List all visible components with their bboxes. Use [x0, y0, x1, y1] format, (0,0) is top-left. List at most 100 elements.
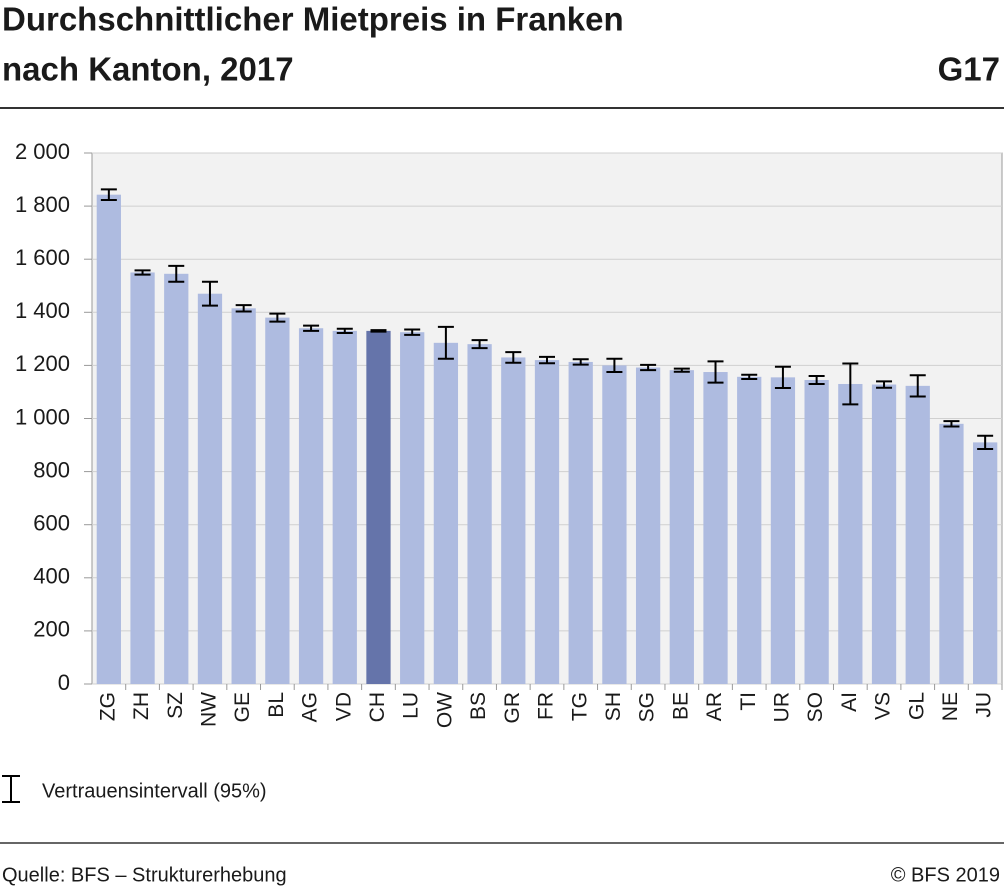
bar	[737, 376, 762, 684]
error-bar	[134, 269, 151, 276]
error-bar	[606, 357, 623, 374]
chart-title: nach Kanton, 2017	[2, 51, 294, 88]
bar	[669, 370, 694, 684]
bar	[534, 360, 560, 684]
error-bar	[235, 304, 252, 313]
y-tick-label: 1 600	[15, 245, 70, 270]
x-tick-label: SH	[602, 692, 625, 721]
x-tick-label: VS	[872, 692, 895, 720]
bar	[804, 380, 829, 684]
x-tick-label: VD	[332, 692, 355, 721]
legend-icon	[2, 775, 20, 803]
y-tick-label: 1 800	[15, 192, 70, 217]
source: Quelle: BFS – Strukturerhebung	[2, 864, 287, 886]
error-bar	[437, 325, 454, 360]
bar	[939, 423, 964, 684]
x-tick-label: NW	[198, 692, 221, 727]
y-tick-label: 0	[58, 670, 70, 695]
bar	[905, 385, 930, 684]
x-tick-label: SZ	[164, 692, 187, 719]
bar	[400, 332, 425, 684]
x-tick-label: NE	[939, 692, 962, 721]
legend: Vertrauensintervall (95%)	[2, 775, 267, 803]
y-tick-label: 600	[33, 511, 70, 536]
error-bar	[370, 329, 387, 333]
y-tick-label: 800	[33, 457, 70, 482]
x-tick-label: AG	[299, 692, 322, 722]
bar	[635, 367, 661, 684]
y-tick-label: 1 000	[15, 404, 70, 429]
bar	[501, 357, 526, 684]
x-tick-label: GL	[905, 692, 928, 720]
y-tick-label: 1 400	[15, 298, 70, 323]
bar	[602, 365, 627, 684]
x-tick-label: JU	[973, 692, 996, 718]
x-tick-label: AR	[703, 692, 726, 721]
error-bar	[943, 420, 960, 428]
y-tick-label: 400	[33, 564, 70, 589]
y-tick-label: 200	[33, 617, 70, 642]
error-bar	[505, 351, 522, 364]
bar	[568, 361, 593, 684]
error-bar	[842, 362, 859, 406]
bar	[298, 328, 324, 684]
bar	[433, 342, 459, 684]
error-bar	[336, 327, 353, 335]
error-bar	[269, 312, 286, 323]
error-bar	[741, 373, 758, 380]
error-bar	[168, 264, 185, 283]
x-tick-label: BL	[265, 692, 288, 718]
bar	[164, 273, 189, 684]
x-tick-label: GR	[501, 692, 524, 724]
bar	[332, 330, 357, 684]
x-tick-label: FR	[535, 692, 558, 720]
x-tick-label: ZG	[96, 692, 119, 721]
x-tick-label: BE	[669, 692, 692, 720]
error-bar	[404, 328, 421, 336]
x-tick-label: SG	[636, 692, 659, 722]
bar	[366, 330, 391, 684]
bar	[197, 293, 223, 684]
error-bar	[303, 324, 320, 332]
legend-label: Vertrauensintervall (95%)	[42, 780, 267, 802]
chart-id: G17	[938, 51, 1000, 88]
copyright: © BFS 2019	[891, 864, 1000, 886]
x-tick-label: BS	[467, 692, 490, 720]
bar	[265, 317, 290, 684]
error-bar	[774, 365, 791, 389]
error-bar	[572, 358, 589, 366]
y-tick-label: 1 200	[15, 351, 70, 376]
chart-title: Durchschnittlicher Mietpreis in Franken	[2, 1, 624, 38]
error-bar	[201, 280, 218, 307]
x-tick-label: TG	[568, 692, 591, 721]
x-tick-label: SO	[804, 692, 827, 722]
x-tick-label: TI	[737, 692, 760, 711]
bar	[703, 372, 728, 684]
x-tick-label: GE	[231, 692, 254, 722]
x-tick-label: UR	[770, 692, 793, 722]
error-bar	[539, 355, 555, 365]
error-bar	[640, 363, 657, 372]
bar	[231, 308, 256, 684]
error-bar	[909, 374, 926, 398]
bar	[467, 344, 492, 684]
error-bar	[977, 434, 994, 451]
x-tick-label: LU	[400, 692, 423, 719]
error-bar	[876, 380, 893, 389]
x-tick-label: ZH	[130, 692, 153, 720]
error-bar	[808, 375, 825, 385]
error-bar	[471, 339, 488, 350]
error-bar	[100, 188, 117, 201]
bar	[130, 272, 155, 684]
bar	[838, 383, 863, 684]
bar	[973, 442, 998, 684]
bar	[770, 377, 796, 684]
x-tick-label: OW	[433, 692, 456, 728]
y-tick-label: 2 000	[15, 139, 70, 164]
error-bar	[707, 360, 724, 384]
bar	[96, 194, 121, 684]
error-bar	[673, 367, 690, 373]
x-tick-label: CH	[366, 692, 389, 722]
x-tick-label: AI	[838, 692, 861, 712]
